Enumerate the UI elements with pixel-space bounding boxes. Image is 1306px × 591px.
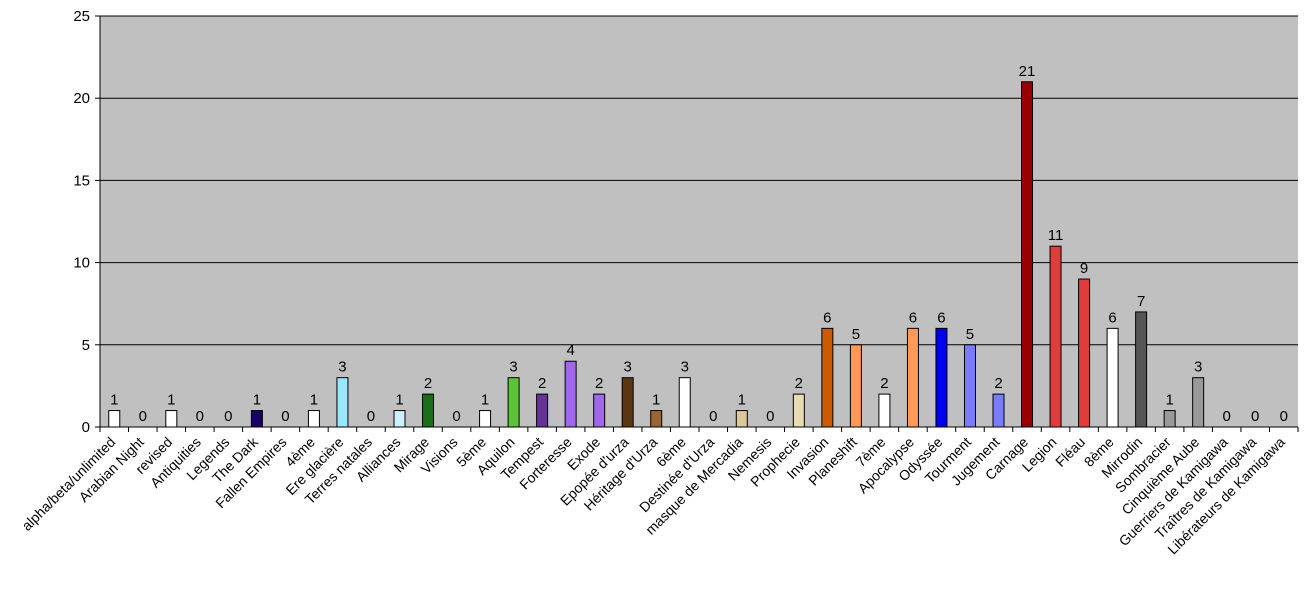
data-label: 1 (310, 392, 318, 409)
y-tick-label: 15 (73, 172, 90, 189)
bar (507, 377, 520, 428)
bar (422, 393, 435, 428)
bar (108, 410, 121, 428)
data-label: 1 (738, 392, 746, 409)
bar (1078, 278, 1091, 428)
bar (536, 393, 549, 428)
data-label: 3 (624, 359, 632, 376)
data-label: 2 (880, 375, 888, 392)
bar (165, 410, 178, 428)
data-label: 6 (1108, 309, 1116, 326)
data-label: 2 (424, 375, 432, 392)
bar (963, 344, 976, 428)
y-tick-label: 10 (73, 255, 90, 272)
bar (1163, 410, 1176, 428)
data-label: 0 (281, 408, 289, 425)
data-label: 5 (966, 326, 974, 343)
data-label: 0 (1223, 408, 1231, 425)
bar (479, 410, 492, 428)
bar (1192, 377, 1205, 428)
data-label: 1 (167, 392, 175, 409)
bar (336, 377, 349, 428)
data-label: 0 (709, 408, 717, 425)
axes (95, 15, 1299, 432)
bar (1106, 327, 1119, 428)
bar (1135, 311, 1148, 428)
x-tick-label: Fléau (1052, 434, 1088, 470)
data-label: 2 (795, 375, 803, 392)
data-label: 6 (823, 309, 831, 326)
data-label: 21 (1019, 63, 1036, 80)
y-tick-label: 25 (73, 8, 90, 25)
bar (735, 410, 748, 428)
data-labels: 1 0 1 0 0 1 0 1 3 0 1 2 0 1 3 2 4 2 3 1 3 0 1 0 2 6 5 2 6 6 5 2 21 11 9 6 7 1… (110, 63, 1288, 425)
data-label: 5 (852, 326, 860, 343)
data-label: 1 (253, 392, 261, 409)
data-label: 1 (652, 392, 660, 409)
y-tick-label: 20 (73, 90, 90, 107)
bar (593, 393, 606, 428)
bar (1021, 81, 1034, 428)
data-label: 6 (909, 309, 917, 326)
y-tick-label: 0 (82, 419, 90, 436)
data-label: 4 (566, 342, 574, 359)
data-label: 7 (1137, 293, 1145, 310)
data-label: 3 (338, 359, 346, 376)
bar (621, 377, 634, 428)
data-label: 1 (481, 392, 489, 409)
data-label: 0 (367, 408, 375, 425)
data-label: 11 (1048, 227, 1064, 244)
bar (935, 327, 948, 428)
data-label: 1 (395, 392, 403, 409)
bar (792, 393, 805, 428)
data-label: 0 (452, 408, 460, 425)
data-label: 0 (224, 408, 232, 425)
bar (992, 393, 1005, 428)
data-label: 3 (681, 359, 689, 376)
bar (849, 344, 862, 428)
data-label: 0 (1251, 408, 1259, 425)
bar (878, 393, 891, 428)
bar (678, 377, 691, 428)
data-label: 9 (1080, 260, 1088, 277)
bars (108, 81, 1205, 428)
bar (1049, 245, 1062, 428)
data-label: 0 (196, 408, 204, 425)
data-label: 0 (139, 408, 147, 425)
data-label: 3 (1194, 359, 1202, 376)
bar (906, 327, 919, 428)
bar (564, 360, 577, 428)
plot-area (100, 16, 1298, 427)
data-label: 2 (538, 375, 546, 392)
bar (650, 410, 663, 428)
data-label: 3 (509, 359, 517, 376)
y-tick-label: 5 (82, 337, 90, 354)
data-label: 1 (1165, 392, 1173, 409)
data-label: 2 (595, 375, 603, 392)
gridlines (100, 15, 1298, 346)
bar (821, 327, 834, 428)
data-label: 0 (1280, 408, 1288, 425)
data-label: 2 (994, 375, 1002, 392)
bar (250, 410, 263, 428)
data-label: 0 (766, 408, 774, 425)
data-label: 6 (937, 309, 945, 326)
data-label: 1 (110, 392, 118, 409)
tick-labels: 0 5 10 15 20 25 (73, 8, 90, 436)
bar (393, 410, 406, 428)
bar (307, 410, 320, 428)
